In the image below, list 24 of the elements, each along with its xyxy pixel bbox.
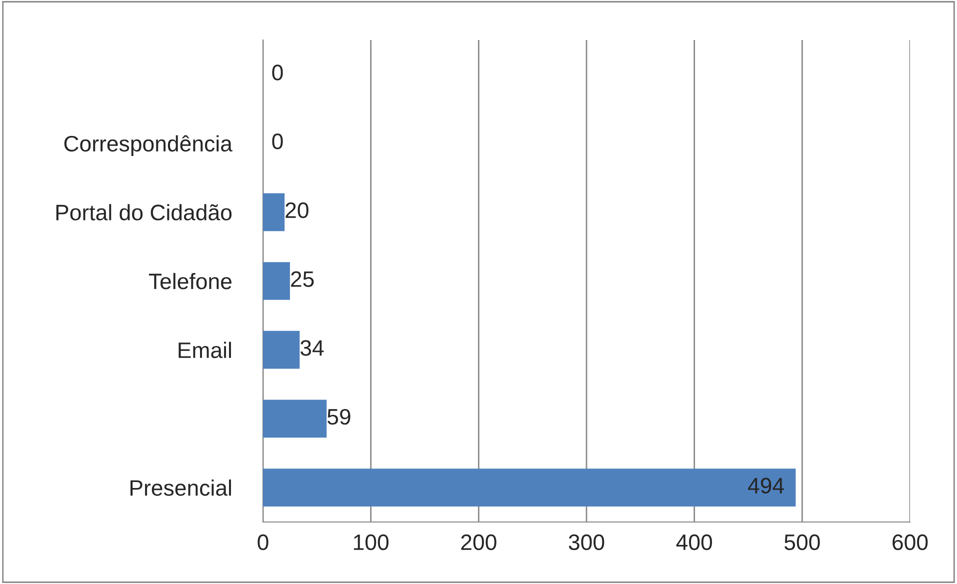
x-tick-label: 200: [461, 534, 496, 550]
bar: [263, 262, 290, 300]
data-label: 0: [272, 134, 283, 150]
bar: [263, 468, 796, 507]
data-label: 59: [328, 408, 350, 425]
x-tick-label: 0: [258, 534, 268, 550]
y-tick-label: Presencial: [130, 480, 231, 496]
x-tick-label: 400: [676, 534, 712, 550]
y-tick-label: Portal do Cidadão: [56, 204, 232, 220]
data-label: 20: [286, 202, 308, 218]
bar: [263, 400, 327, 438]
data-label: 494: [748, 478, 784, 494]
data-label: 25: [291, 271, 314, 287]
y-tick-label: Telefone: [148, 272, 232, 290]
x-tick-label: 500: [784, 534, 820, 550]
x-tick-label: 600: [892, 534, 928, 550]
bar: [263, 193, 285, 232]
data-label: 34: [300, 340, 324, 356]
x-tick-label: 300: [568, 534, 604, 550]
data-label: 0: [272, 64, 283, 80]
y-tick-label: Correspondência: [64, 135, 232, 156]
bar: [263, 330, 300, 369]
y-tick-label: Email: [178, 342, 231, 358]
x-tick-label: 100: [354, 534, 389, 550]
